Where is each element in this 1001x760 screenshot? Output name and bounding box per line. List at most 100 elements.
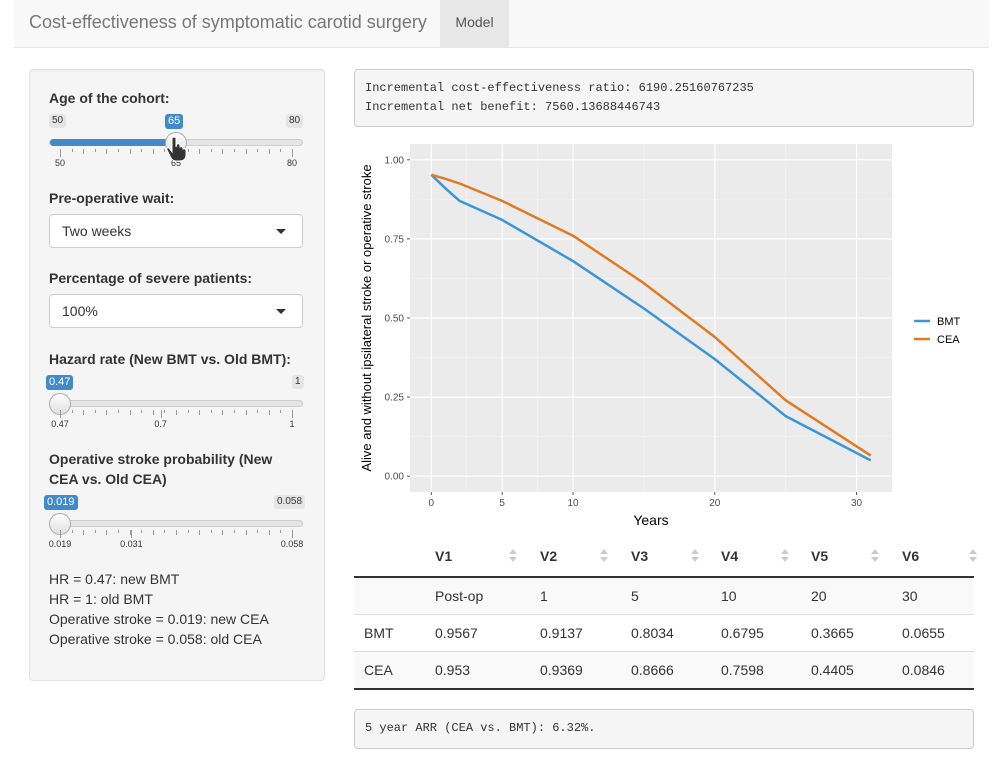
note-hr-new: HR = 0.47: new BMT — [49, 571, 180, 587]
results-table: V1 V2 V3 V4 V5 V6 Post-op 1 5 10 20 30 B… — [354, 536, 977, 690]
table-cell: 0.4405 — [811, 651, 902, 690]
arr-line: 5 year ARR (CEA vs. BMT): 6.32%. — [365, 721, 596, 735]
sort-icon[interactable] — [509, 549, 517, 563]
slider-major-tick — [60, 410, 61, 418]
table-cell: 0.3665 — [811, 614, 902, 652]
slider-tick — [210, 410, 212, 413]
slider-tick — [222, 149, 224, 154]
slider-tick-label: 80 — [286, 158, 298, 168]
table-header-v4[interactable]: V4 — [721, 536, 811, 578]
slider-tick — [83, 530, 85, 535]
slider-tick — [268, 530, 270, 535]
slider-major-tick — [60, 530, 61, 538]
slider-tick-label: 0.031 — [120, 539, 143, 549]
slider-tick — [280, 530, 282, 533]
hand-cursor-icon — [166, 136, 187, 162]
hazard-slider-track[interactable] — [49, 400, 303, 407]
slider-tick — [152, 149, 154, 154]
opstroke-max-label: 0.058 — [274, 495, 306, 509]
y-tick-label: 0.75 — [385, 234, 405, 245]
icer-line: Incremental cost-effectiveness ratio: 61… — [365, 81, 754, 95]
slider-major-tick — [292, 530, 293, 538]
table-cell: 1 — [540, 577, 631, 615]
slider-tick — [83, 410, 85, 415]
table-header-v1[interactable]: V1 — [435, 536, 540, 578]
sort-icon[interactable] — [691, 549, 699, 563]
slider-tick — [210, 149, 212, 152]
slider-tick — [199, 149, 201, 154]
y-tick-label: 0.00 — [385, 472, 405, 483]
legend-label: BMT — [937, 316, 961, 328]
slider-tick — [94, 149, 96, 152]
slider-tick — [187, 149, 189, 152]
slider-tick — [199, 410, 201, 415]
hazard-value-badge: 0.47 — [46, 375, 74, 390]
opstroke-label-line1: Operative stroke probability (New — [49, 451, 273, 467]
slider-tick — [141, 149, 143, 152]
slider-tick — [234, 530, 235, 533]
slider-tick — [94, 530, 96, 533]
table-cell: 0.0655 — [902, 614, 974, 652]
slider-tick — [106, 149, 108, 154]
table-cell: 0.6795 — [721, 614, 811, 652]
chevron-down-icon — [276, 309, 286, 314]
slider-tick — [187, 530, 189, 533]
table-cell: 0.8034 — [631, 614, 721, 652]
slider-tick-label: 0.47 — [51, 419, 69, 429]
table-cell: BMT — [354, 614, 435, 652]
slider-tick — [176, 410, 177, 415]
table-cell: Post-op — [435, 577, 540, 615]
slider-tick — [210, 530, 212, 533]
slider-tick — [164, 410, 166, 413]
sort-icon[interactable] — [969, 549, 977, 563]
x-tick-label: 0 — [428, 498, 434, 509]
table-cell: 30 — [902, 577, 974, 615]
slider-tick — [222, 530, 224, 535]
wait-label: Pre-operative wait: — [49, 190, 175, 206]
wait-selected-value: Two weeks — [62, 223, 132, 239]
hazard-max-label: 1 — [292, 375, 304, 389]
app-title: Cost-effectiveness of symptomatic caroti… — [29, 12, 427, 32]
slider-tick — [71, 410, 73, 413]
table-header-v3[interactable]: V3 — [631, 536, 721, 578]
y-tick-label: 0.50 — [385, 314, 405, 325]
opstroke-slider-track[interactable] — [49, 520, 303, 527]
slider-tick — [141, 530, 143, 533]
x-tick-label: 5 — [499, 498, 505, 509]
opstroke-label-line2: CEA vs. Old CEA) — [49, 471, 167, 487]
table-cell: 0.953 — [435, 651, 540, 690]
table-cell: 10 — [721, 577, 811, 615]
slider-tick — [94, 410, 96, 413]
sort-icon[interactable] — [600, 549, 608, 563]
slider-tick — [257, 149, 259, 152]
sort-icon[interactable] — [781, 549, 789, 563]
severe-select[interactable]: 100% — [49, 294, 303, 328]
table-cell: 0.8666 — [631, 651, 721, 690]
chevron-down-icon — [276, 229, 286, 234]
x-axis-title: Years — [633, 512, 668, 528]
slider-tick — [234, 410, 235, 413]
slider-tick — [152, 530, 154, 535]
table-row: CEA 0.953 0.9369 0.8666 0.7598 0.4405 0.… — [354, 651, 974, 690]
age-value-badge: 65 — [165, 114, 184, 129]
arr-output: 5 year ARR (CEA vs. BMT): 6.32%. — [354, 709, 974, 749]
note-opstroke-new: Operative stroke = 0.019: new CEA — [49, 611, 269, 627]
tab-model[interactable]: Model — [440, 0, 509, 47]
slider-tick — [129, 149, 131, 154]
slider-tick — [257, 530, 259, 533]
slider-tick — [234, 149, 235, 152]
age-label: Age of the cohort: — [49, 90, 170, 106]
sort-icon[interactable] — [871, 549, 879, 563]
table-header-v5[interactable]: V5 — [811, 536, 902, 578]
wait-select[interactable]: Two weeks — [49, 214, 303, 248]
note-opstroke-old: Operative stroke = 0.058: old CEA — [49, 631, 262, 647]
slider-major-tick — [60, 149, 61, 157]
slider-tick — [245, 530, 247, 535]
age-max-label: 80 — [286, 114, 304, 128]
table-cell: 0.9567 — [435, 614, 540, 652]
slider-tick — [176, 530, 177, 535]
table-header-v6[interactable]: V6 — [902, 536, 977, 578]
icer-output: Incremental cost-effectiveness ratio: 61… — [354, 69, 974, 127]
slider-tick — [118, 530, 119, 533]
table-header-v2[interactable]: V2 — [540, 536, 631, 578]
